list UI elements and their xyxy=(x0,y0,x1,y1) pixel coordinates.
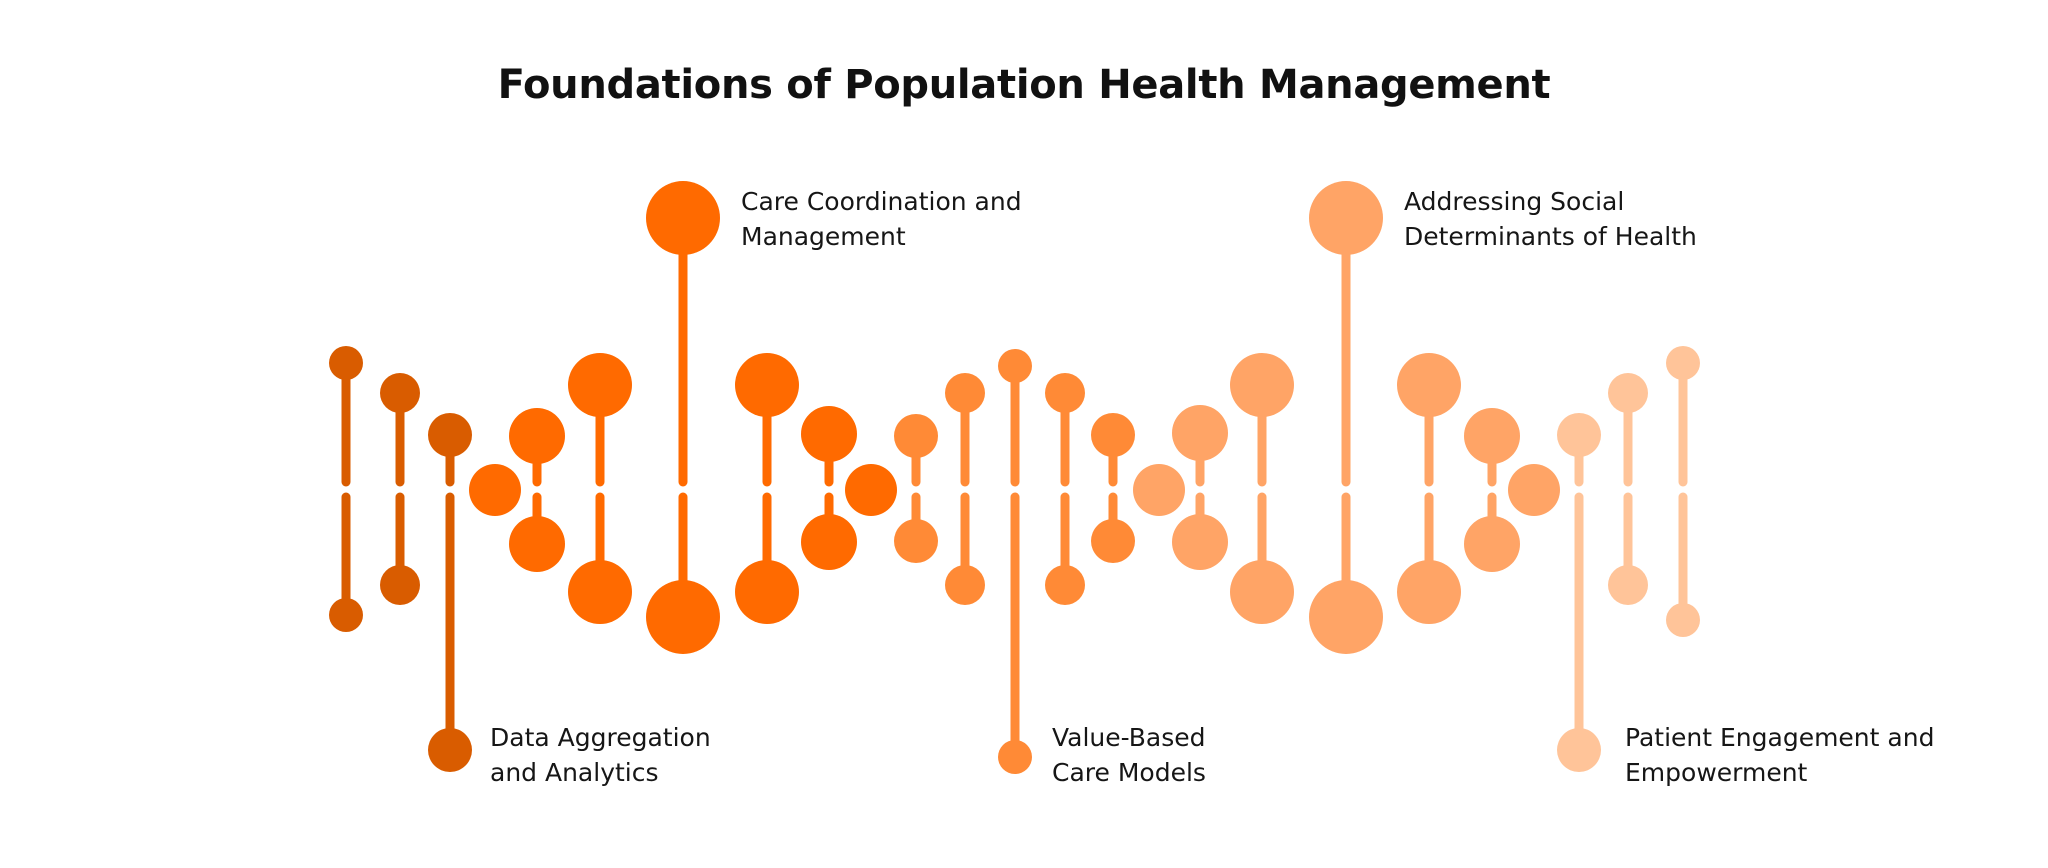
helix-column xyxy=(894,414,938,563)
pillar-label-line: Care Coordination and xyxy=(741,187,1022,216)
helix-node-bottom xyxy=(1091,519,1135,563)
helix-node-bottom xyxy=(1309,580,1383,654)
helix-node-top xyxy=(735,353,799,417)
helix-node-top xyxy=(1045,373,1085,413)
helix-node-bottom xyxy=(1397,560,1461,624)
helix-node-top xyxy=(1397,353,1461,417)
helix-node-bottom xyxy=(1464,516,1520,572)
helix-node-top xyxy=(568,353,632,417)
helix-node-bottom xyxy=(894,519,938,563)
helix-node xyxy=(1133,464,1185,516)
helix-column xyxy=(1608,373,1648,605)
helix-node-bottom xyxy=(801,514,857,570)
pillar-label-line: Addressing Social xyxy=(1404,187,1625,216)
helix-node xyxy=(1508,464,1560,516)
helix-node-top xyxy=(1091,413,1135,457)
pillar-label-line: and Analytics xyxy=(490,758,659,787)
helix-column xyxy=(1045,373,1085,605)
helix-node-top xyxy=(998,349,1032,383)
pillar-label-line: Patient Engagement and xyxy=(1625,723,1935,752)
pillar-label-line: Care Models xyxy=(1052,758,1206,787)
helix-column xyxy=(469,464,521,516)
helix-node xyxy=(845,464,897,516)
helix-node-top xyxy=(646,181,720,255)
pillar-label-data-aggregation: Data Aggregation and Analytics xyxy=(490,720,711,790)
helix-column xyxy=(1091,413,1135,563)
helix-column xyxy=(380,373,420,605)
pillar-label-line: Value-Based xyxy=(1052,723,1206,752)
helix-node-top xyxy=(1172,405,1228,461)
helix-column xyxy=(329,346,363,632)
helix-node-top xyxy=(329,346,363,380)
pillar-label-value-based-care: Value-Based Care Models xyxy=(1052,720,1206,790)
pillar-stalk-data-aggregation xyxy=(428,413,472,772)
helix-node-top xyxy=(1608,373,1648,413)
helix-node-bottom xyxy=(998,740,1032,774)
pillar-label-patient-engagement: Patient Engagement and Empowerment xyxy=(1625,720,1934,790)
helix-column xyxy=(735,353,799,624)
helix-node-bottom xyxy=(1608,565,1648,605)
helix-node-bottom xyxy=(1172,514,1228,570)
helix-node-bottom xyxy=(1666,603,1700,637)
helix-node-bottom xyxy=(646,580,720,654)
helix-node-top xyxy=(1666,346,1700,380)
helix-column xyxy=(509,408,565,572)
diagram-title: Foundations of Population Health Managem… xyxy=(497,62,1551,108)
helix-column xyxy=(1464,408,1520,572)
pillar-label-line: Data Aggregation xyxy=(490,723,711,752)
pillar-label-social-determinants: Addressing Social Determinants of Health xyxy=(1404,184,1697,254)
helix-node-bottom xyxy=(735,560,799,624)
helix-column xyxy=(845,464,897,516)
helix-node-top xyxy=(1309,181,1383,255)
pillar-label-line: Determinants of Health xyxy=(1404,222,1697,251)
helix-node-top xyxy=(894,414,938,458)
pillar-label-line: Empowerment xyxy=(1625,758,1808,787)
helix-node-bottom xyxy=(1230,560,1294,624)
helix-node xyxy=(469,464,521,516)
helix-node-bottom xyxy=(380,565,420,605)
pillar-stalk-value-based-care xyxy=(998,349,1032,774)
pillar-label-care-coordination: Care Coordination and Management xyxy=(741,184,1022,254)
pillar-label-line: Management xyxy=(741,222,906,251)
helix-node-bottom xyxy=(945,565,985,605)
helix-node-bottom xyxy=(568,560,632,624)
helix-column xyxy=(801,406,857,570)
helix-column xyxy=(568,353,632,624)
helix-column xyxy=(1666,346,1700,637)
helix-node-bottom xyxy=(1557,728,1601,772)
helix-node-top xyxy=(1557,413,1601,457)
helix-column xyxy=(945,373,985,605)
pillar-stalk-patient-engagement xyxy=(1557,413,1601,772)
helix-column xyxy=(1397,353,1461,624)
helix-node-top xyxy=(1230,353,1294,417)
pillar-stalk-care-coordination xyxy=(646,181,720,654)
pillar-stalk-social-determinants xyxy=(1309,181,1383,654)
helix-node-bottom xyxy=(428,728,472,772)
helix-column xyxy=(1172,405,1228,570)
helix-column xyxy=(1508,464,1560,516)
helix-node-bottom xyxy=(1045,565,1085,605)
helix-node-top xyxy=(509,408,565,464)
helix-node-bottom xyxy=(329,598,363,632)
helix-node-top xyxy=(945,373,985,413)
helix-node-top xyxy=(1464,408,1520,464)
helix-node-top xyxy=(380,373,420,413)
helix-column xyxy=(1133,464,1185,516)
helix-node-top xyxy=(428,413,472,457)
helix-node-bottom xyxy=(509,516,565,572)
helix-column xyxy=(1230,353,1294,624)
helix-node-top xyxy=(801,406,857,462)
